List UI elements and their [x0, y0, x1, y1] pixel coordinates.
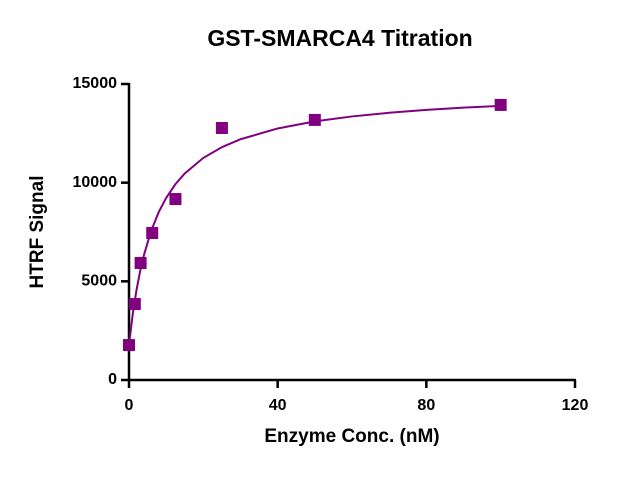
x-tick-label: 0	[125, 397, 134, 414]
fit-curve	[128, 104, 501, 345]
data-point	[494, 98, 507, 111]
x-tick-label: 120	[562, 397, 589, 414]
chart-title: GST-SMARCA4 Titration	[207, 25, 472, 51]
y-axis-label: HTRF Signal	[27, 176, 48, 289]
data-point	[123, 339, 135, 352]
y-tick-label: 10000	[73, 174, 118, 191]
x-axis-label: Enzyme Conc. (nM)	[264, 426, 439, 447]
data-point	[215, 122, 228, 135]
x-tick-label: 40	[269, 397, 287, 414]
x-tick-label: 80	[417, 397, 435, 414]
y-tick-label: 0	[108, 371, 117, 388]
data-point	[169, 193, 182, 206]
y-tick-label: 15000	[73, 75, 118, 92]
y-tick-label: 5000	[81, 273, 117, 290]
